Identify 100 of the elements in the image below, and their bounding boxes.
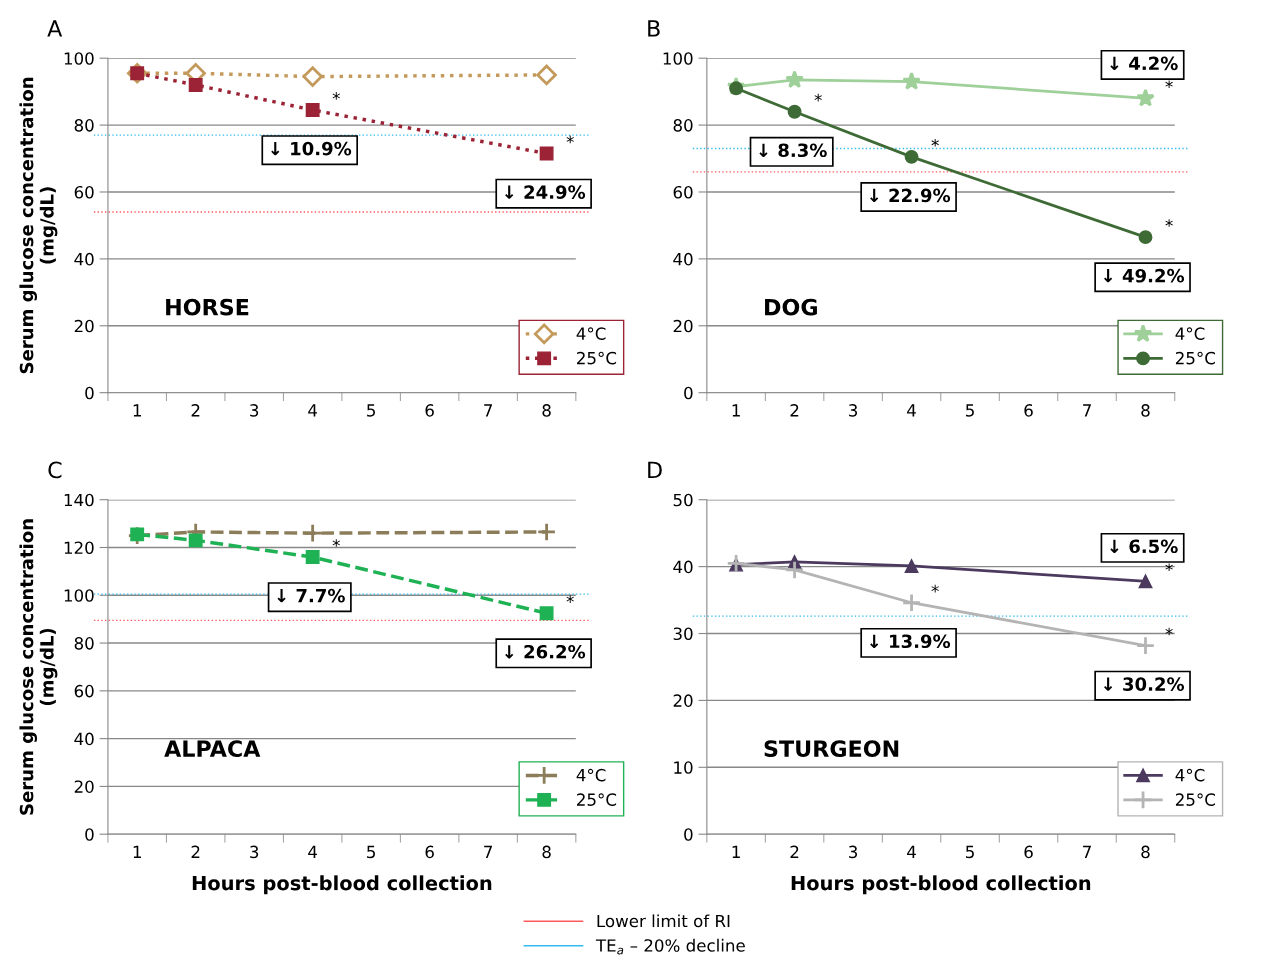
y-tick-label: 60 bbox=[74, 684, 94, 698]
y-tick-label: 40 bbox=[74, 732, 94, 746]
y-tick-label: 0 bbox=[85, 386, 94, 400]
x-tick-label: 2 bbox=[191, 404, 200, 417]
x-tick-label: 5 bbox=[966, 845, 974, 859]
annotation: ↓ 6.5% bbox=[1110, 539, 1178, 554]
annotation: ↓ 22.9% bbox=[870, 188, 951, 203]
x-tick-label: 8 bbox=[542, 845, 551, 859]
annotation: * bbox=[814, 93, 822, 102]
annotation: * bbox=[931, 138, 939, 147]
x-tick-label: 1 bbox=[732, 404, 740, 417]
annotation: HORSE bbox=[166, 298, 249, 316]
annotation: ↓ 30.2% bbox=[1104, 677, 1185, 691]
y-tick-label: 0 bbox=[85, 828, 94, 841]
x-axis-title: Hours post-blood collection bbox=[791, 875, 1091, 895]
legend-label: 25°C bbox=[577, 793, 617, 806]
x-tick-label: 1 bbox=[732, 845, 740, 858]
y-tick-label: 100 bbox=[64, 52, 94, 65]
legend-label: Lower limit of RI bbox=[597, 914, 730, 928]
y-tick-label: 80 bbox=[74, 637, 94, 650]
y-tick-label: 100 bbox=[64, 589, 94, 602]
y-tick-label: 60 bbox=[74, 185, 94, 199]
x-tick-label: 1 bbox=[133, 845, 141, 858]
x-tick-label: 6 bbox=[1024, 845, 1033, 859]
x-tick-label: 3 bbox=[250, 404, 259, 417]
x-tick-label: 6 bbox=[425, 404, 434, 417]
annotation: ↓ 26.2% bbox=[505, 644, 586, 659]
chart-title: D bbox=[648, 461, 662, 478]
y-tick-label: 60 bbox=[673, 185, 693, 199]
y-tick-label: 20 bbox=[673, 694, 693, 707]
annotation: * bbox=[1165, 80, 1173, 89]
x-tick-label: 5 bbox=[367, 845, 375, 859]
y-tick-label: 80 bbox=[673, 119, 693, 132]
legend-label: 25°C bbox=[1175, 793, 1215, 806]
legend-label: 25°C bbox=[1175, 351, 1215, 365]
x-tick-label: 4 bbox=[907, 404, 916, 417]
x-tick-label: 8 bbox=[1141, 845, 1150, 859]
x-tick-label: 1 bbox=[133, 404, 141, 417]
y-tick-label: 140 bbox=[64, 493, 94, 507]
y-tick-label: 40 bbox=[673, 560, 693, 574]
annotation: * bbox=[332, 92, 340, 100]
y-tick-label: 40 bbox=[673, 252, 693, 266]
x-tick-label: 6 bbox=[425, 845, 434, 859]
annotation: ↓ 7.7% bbox=[277, 588, 345, 603]
annotation: ↓ 8.3% bbox=[759, 143, 827, 158]
x-tick-label: 7 bbox=[484, 845, 492, 858]
x-axis-title: Hours post-blood collection bbox=[192, 875, 492, 895]
annotation: ↓ 13.9% bbox=[870, 634, 951, 649]
x-tick-label: 4 bbox=[308, 845, 318, 858]
y-tick-label: 80 bbox=[74, 119, 94, 132]
annotation: * bbox=[931, 584, 939, 593]
x-tick-label: 3 bbox=[250, 845, 259, 859]
x-tick-label: 3 bbox=[849, 845, 858, 859]
legend-label: 25°C bbox=[577, 351, 617, 365]
y-axis-title: Serum glucose concentration (mg/dL) bbox=[19, 519, 58, 815]
y-tick-label: 10 bbox=[674, 761, 693, 774]
x-tick-label: 5 bbox=[966, 404, 974, 417]
annotation: DOG bbox=[765, 298, 817, 316]
annotation: * bbox=[566, 135, 574, 144]
x-tick-label: 3 bbox=[849, 404, 858, 417]
annotation: * bbox=[1165, 627, 1173, 636]
y-tick-label: 50 bbox=[673, 493, 693, 507]
annotation: STURGEON bbox=[764, 740, 899, 758]
chart-title: A bbox=[47, 20, 63, 37]
x-tick-label: 2 bbox=[191, 845, 200, 858]
chart-title: C bbox=[48, 461, 62, 479]
annotation: ↓ 10.9% bbox=[271, 141, 352, 156]
y-axis-title: Serum glucose concentration (mg/dL) bbox=[19, 77, 58, 374]
x-tick-label: 8 bbox=[542, 404, 551, 417]
x-tick-label: 5 bbox=[367, 404, 375, 417]
legend-label: 4°C bbox=[576, 768, 606, 782]
legend-label: 4°C bbox=[576, 327, 606, 340]
annotation: ↓ 49.2% bbox=[1104, 268, 1185, 283]
annotation: * bbox=[566, 595, 574, 603]
y-tick-label: 100 bbox=[663, 52, 693, 65]
legend-label: 4°C bbox=[1175, 768, 1205, 782]
annotation: ↓ 4.2% bbox=[1110, 56, 1178, 71]
annotation: ↓ 24.9% bbox=[505, 185, 586, 199]
y-tick-label: 120 bbox=[64, 541, 94, 555]
chart-title: B bbox=[648, 20, 660, 37]
legend-label: 4°C bbox=[1175, 327, 1205, 340]
annotation: * bbox=[1165, 563, 1173, 572]
y-tick-label: 20 bbox=[74, 319, 94, 333]
annotation: * bbox=[332, 539, 340, 547]
x-tick-label: 2 bbox=[790, 404, 799, 417]
y-tick-label: 0 bbox=[684, 386, 693, 400]
y-tick-label: 40 bbox=[74, 252, 94, 266]
x-tick-label: 7 bbox=[1083, 404, 1091, 417]
y-tick-label: 20 bbox=[673, 319, 693, 333]
x-tick-label: 4 bbox=[308, 404, 318, 417]
annotation: ALPACA bbox=[164, 740, 261, 758]
x-tick-label: 6 bbox=[1024, 404, 1033, 417]
x-tick-label: 2 bbox=[790, 845, 799, 858]
legend-label: TE$_{a}$ – 20% decline bbox=[595, 938, 745, 955]
x-tick-label: 7 bbox=[484, 404, 492, 417]
y-tick-label: 30 bbox=[673, 627, 693, 641]
x-tick-label: 8 bbox=[1141, 404, 1150, 417]
annotation: * bbox=[1165, 219, 1173, 227]
x-tick-label: 4 bbox=[907, 845, 916, 858]
y-tick-label: 20 bbox=[74, 780, 94, 793]
